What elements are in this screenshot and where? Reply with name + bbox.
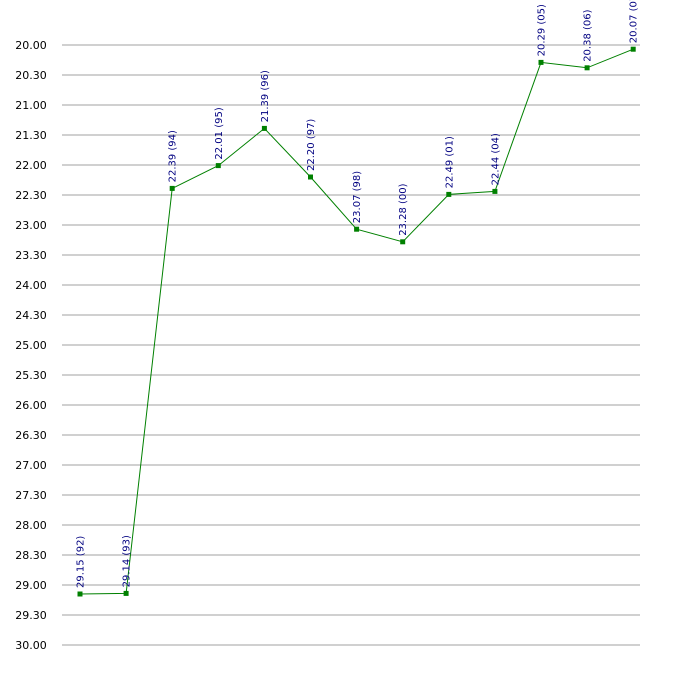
series-line bbox=[79, 48, 634, 595]
data-label: 22.39 (94) bbox=[168, 130, 179, 182]
series-line-layer bbox=[79, 48, 634, 595]
data-label: 23.07 (98) bbox=[352, 171, 363, 223]
y-axis-tick-labels: 20.00 20.30 21.00 21.30 22.00 22.30 23.00 23.30… bbox=[15, 39, 47, 652]
y-tick-label: 26.30 bbox=[15, 429, 47, 442]
y-tick-label: 28.00 bbox=[15, 519, 47, 532]
data-label: 20.07 (07) bbox=[629, 0, 640, 43]
data-point bbox=[77, 591, 83, 597]
data-point bbox=[538, 59, 544, 65]
data-point bbox=[630, 46, 636, 52]
y-tick-label: 24.30 bbox=[15, 309, 47, 322]
data-label: 20.38 (06) bbox=[583, 9, 594, 61]
data-points bbox=[77, 46, 636, 597]
y-tick-label: 26.00 bbox=[15, 399, 47, 412]
y-tick-label: 21.30 bbox=[15, 129, 47, 142]
y-tick-label: 27.30 bbox=[15, 489, 47, 502]
data-point bbox=[492, 188, 498, 194]
data-label: 23.28 (00) bbox=[398, 183, 409, 235]
data-point bbox=[169, 185, 175, 191]
y-tick-label: 29.00 bbox=[15, 579, 47, 592]
data-point bbox=[400, 239, 406, 245]
data-label: 21.39 (96) bbox=[260, 70, 271, 122]
data-label: 20.29 (05) bbox=[537, 4, 548, 56]
data-point bbox=[354, 226, 360, 232]
data-point bbox=[584, 65, 590, 71]
y-tick-label: 25.00 bbox=[15, 339, 47, 352]
y-tick-label: 22.00 bbox=[15, 159, 47, 172]
y-tick-label: 20.30 bbox=[15, 69, 47, 82]
data-label: 29.15 (92) bbox=[76, 536, 87, 588]
data-point bbox=[446, 191, 452, 197]
y-tick-label: 25.30 bbox=[15, 369, 47, 382]
y-tick-label: 28.30 bbox=[15, 549, 47, 562]
data-label: 22.01 (95) bbox=[214, 107, 225, 159]
y-tick-label: 21.00 bbox=[15, 99, 47, 112]
data-point bbox=[261, 125, 267, 131]
data-label: 22.49 (01) bbox=[444, 136, 455, 188]
data-label: 22.44 (04) bbox=[490, 133, 501, 185]
data-labels: 29.15 (92) 29.14 (93) 22.39 (94) 22.01 (95)… bbox=[76, 0, 640, 588]
y-tick-label: 23.00 bbox=[15, 219, 47, 232]
y-tick-label: 20.00 bbox=[15, 39, 47, 52]
gridlines bbox=[62, 44, 640, 646]
data-point bbox=[215, 163, 221, 169]
y-tick-label: 30.00 bbox=[15, 639, 47, 652]
y-tick-label: 29.30 bbox=[15, 609, 47, 622]
y-tick-label: 24.00 bbox=[15, 279, 47, 292]
data-point bbox=[308, 174, 313, 180]
data-point bbox=[123, 590, 129, 596]
data-label: 29.14 (93) bbox=[122, 535, 133, 587]
y-tick-label: 22.30 bbox=[15, 189, 47, 202]
data-label: 22.20 (97) bbox=[306, 119, 317, 171]
y-tick-label: 27.00 bbox=[15, 459, 47, 472]
y-tick-label: 23.30 bbox=[15, 249, 47, 262]
